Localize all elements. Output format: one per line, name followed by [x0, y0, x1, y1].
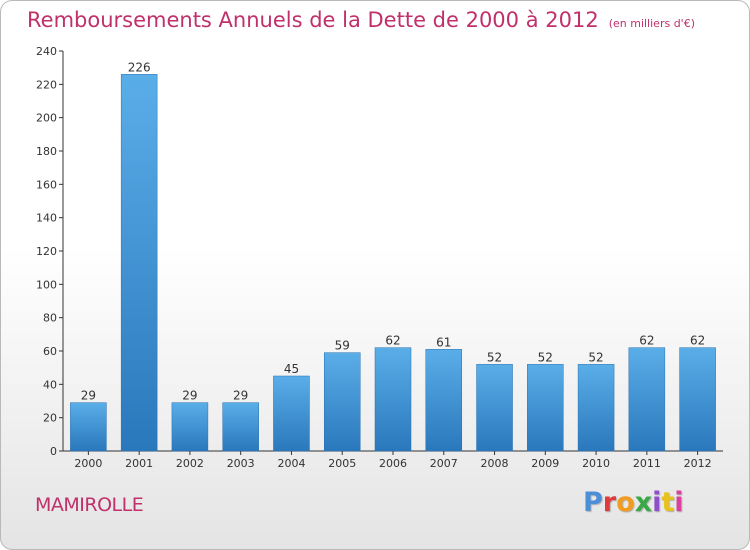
- bar-2010: [577, 364, 615, 452]
- bar-2006: [374, 347, 412, 452]
- x-tick-label: 2001: [125, 457, 153, 470]
- x-tick-label: 2003: [227, 457, 255, 470]
- data-label-2009: 52: [538, 350, 553, 364]
- data-label-2003: 29: [233, 389, 248, 403]
- data-label-2007: 61: [436, 335, 451, 349]
- y-tick-label: 40: [43, 378, 57, 391]
- x-tick-label: 2010: [582, 457, 610, 470]
- y-tick-label: 120: [36, 245, 57, 258]
- data-label-2002: 29: [182, 389, 197, 403]
- bar-2000: [70, 402, 107, 452]
- chart-unit-label: (en milliers d'€): [608, 17, 695, 30]
- y-tick-label: 140: [36, 212, 57, 225]
- bar-2001: [120, 74, 158, 452]
- commune-name: MAMIROLLE: [35, 494, 144, 516]
- y-tick-label: 80: [43, 312, 57, 325]
- data-label-2005: 59: [335, 339, 350, 353]
- data-label-2010: 52: [588, 350, 603, 364]
- logo-letter: P: [583, 487, 603, 518]
- x-tick-label: 2002: [176, 457, 204, 470]
- y-tick-label: 180: [36, 145, 57, 158]
- y-tick-label: 220: [36, 78, 57, 91]
- bar-2004: [273, 375, 310, 452]
- data-label-2004: 45: [284, 362, 299, 376]
- bar-2002: [171, 402, 209, 452]
- x-tick-label: 2011: [633, 457, 661, 470]
- data-label-2011: 62: [639, 334, 654, 348]
- y-tick-label: 200: [36, 112, 57, 125]
- logo-letter: r: [602, 487, 617, 518]
- x-tick-label: 2009: [531, 457, 559, 470]
- data-label-2006: 62: [385, 334, 400, 348]
- x-tick-label: 2006: [379, 457, 407, 470]
- x-tick-label: 2007: [430, 457, 458, 470]
- logo-letter: x: [634, 487, 653, 518]
- bar-2009: [527, 364, 564, 452]
- logo-letter: o: [616, 487, 635, 518]
- data-label-2008: 52: [487, 350, 502, 364]
- data-labels-group: 29 226 29 29 45 59 62 61 52 52 52 62 62: [81, 60, 706, 402]
- y-axis: 0 20 40 60 80 100 120 140 160 180 200 220 240: [36, 45, 64, 458]
- x-tick-label: 2012: [684, 457, 712, 470]
- bar-2005: [323, 352, 361, 452]
- data-label-2012: 62: [690, 334, 705, 348]
- y-tick-label: 0: [50, 445, 57, 458]
- x-axis: 2000 2001 2002 2003 2004 2005 2006 2007 2008 2009…: [63, 450, 723, 470]
- chart-title: Remboursements Annuels de la Dette de 20…: [27, 8, 695, 32]
- y-tick-label: 20: [43, 412, 57, 425]
- x-tick-label: 2000: [74, 457, 102, 470]
- bars-group: [70, 74, 716, 452]
- bar-2007: [425, 349, 463, 452]
- x-tick-label: 2008: [481, 457, 509, 470]
- bar-2003: [222, 402, 259, 452]
- logo-letter: i: [674, 487, 684, 518]
- proxiti-logo[interactable]: Proxiti: [583, 487, 684, 518]
- logo-letter: t: [661, 487, 675, 518]
- x-tick-label: 2004: [277, 457, 305, 470]
- bar-2008: [476, 364, 513, 452]
- logo-letter: i: [652, 487, 662, 518]
- x-tick-label: 2005: [328, 457, 356, 470]
- y-tick-label: 240: [36, 45, 57, 58]
- y-tick-label: 160: [36, 178, 57, 191]
- y-tick-label: 60: [43, 345, 57, 358]
- chart-title-text: Remboursements Annuels de la Dette de 20…: [27, 8, 599, 32]
- y-tick-label: 100: [36, 278, 57, 291]
- bar-2011: [628, 347, 666, 452]
- data-label-2000: 29: [81, 389, 96, 403]
- bar-2012: [679, 347, 716, 452]
- data-label-2001: 226: [128, 60, 151, 74]
